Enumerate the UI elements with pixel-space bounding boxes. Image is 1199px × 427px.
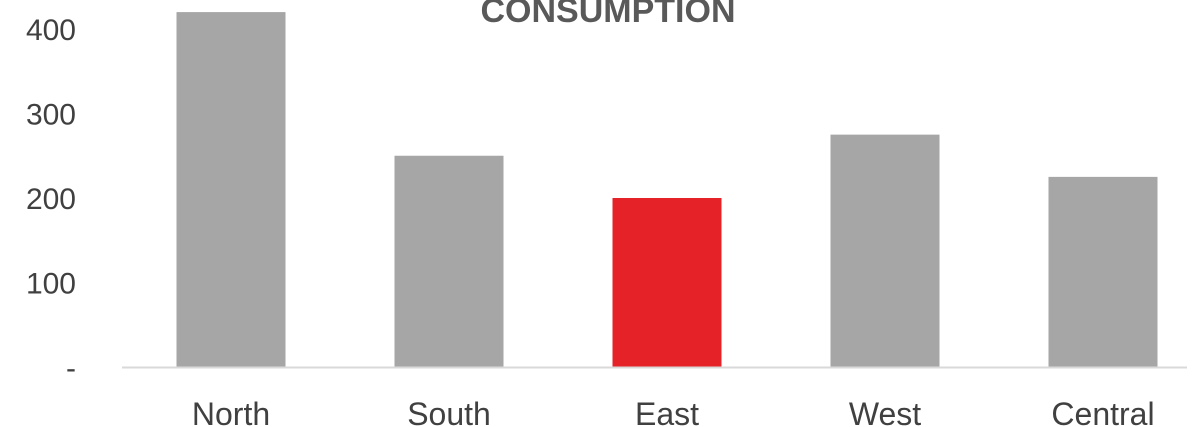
bar-east [612,198,722,367]
bar-south [394,155,504,367]
y-tick-label: - [66,352,76,385]
x-tick-label-central: Central [1051,396,1154,427]
y-tick-label: 200 [26,183,76,216]
x-tick-label-west: West [849,396,921,427]
x-tick-label-north: North [192,396,270,427]
x-tick-label-south: South [407,396,491,427]
y-axis: - 100 200 300 400 [26,14,76,385]
x-axis: North South East West Central [192,396,1155,427]
y-tick-label: 300 [26,99,76,132]
y-tick-label: 100 [26,268,76,301]
bars [176,12,1158,367]
bar-central [1048,176,1158,367]
bar-west [830,134,940,367]
bar-north [176,12,286,367]
y-tick-label: 400 [26,14,76,47]
x-tick-label-east: East [635,396,699,427]
chart-title: CONSUMPTION [481,0,736,30]
